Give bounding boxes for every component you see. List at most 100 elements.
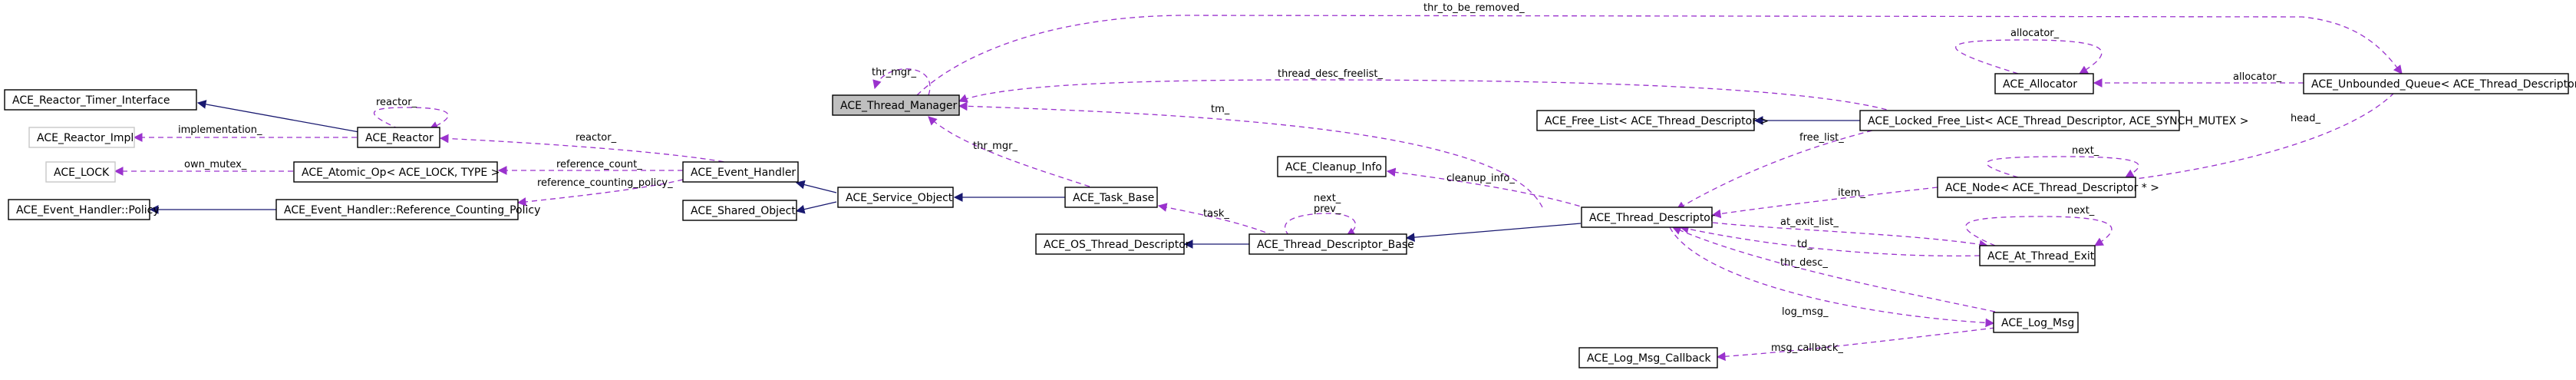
- svg-text:ACE_Locked_Free_List< ACE_Thre: ACE_Locked_Free_List< ACE_Thread_Descrip…: [1868, 115, 2248, 127]
- node-reference-counting-policy[interactable]: ACE_Event_Handler::Reference_Counting_Po…: [275, 199, 540, 220]
- node-thread-descriptor[interactable]: ACE_Thread_Descriptor: [1581, 207, 1715, 228]
- edge-label: next_: [1314, 193, 1341, 204]
- edge-thr-mgr-self: thr_mgr_: [872, 67, 931, 96]
- svg-text:ACE_Log_Msg: ACE_Log_Msg: [2001, 317, 2074, 329]
- svg-text:ACE_OS_Thread_Descriptor: ACE_OS_Thread_Descriptor: [1044, 239, 1190, 251]
- node-atomic-op[interactable]: ACE_Atomic_Op< ACE_LOCK, TYPE >: [293, 161, 500, 183]
- edge-label: reference_count_: [556, 159, 642, 170]
- node-unbounded-queue[interactable]: ACE_Unbounded_Queue< ACE_Thread_Descript…: [2303, 73, 2576, 94]
- svg-text:ACE_Event_Handler: ACE_Event_Handler: [691, 167, 796, 179]
- edge-next-exit: next_: [1965, 205, 2113, 246]
- edge-label: implementation_: [178, 124, 262, 136]
- svg-text:ACE_Atomic_Op< ACE_LOCK, TYPE: ACE_Atomic_Op< ACE_LOCK, TYPE >: [302, 167, 500, 179]
- edge-label: reactor_: [576, 132, 617, 144]
- svg-text:ACE_Reactor: ACE_Reactor: [365, 132, 434, 144]
- node-allocator[interactable]: ACE_Allocator: [1994, 73, 2094, 94]
- svg-text:ACE_Thread_Manager: ACE_Thread_Manager: [840, 100, 958, 112]
- edge-label: next_: [2067, 205, 2095, 216]
- edge-label: allocator_: [2010, 28, 2060, 39]
- svg-text:ACE_Service_Object: ACE_Service_Object: [846, 192, 953, 204]
- svg-text:ACE_Thread_Descriptor_Base: ACE_Thread_Descriptor_Base: [1257, 239, 1414, 251]
- edge-own-mutex: own_mutex_: [114, 159, 293, 176]
- svg-text:ACE_LOCK: ACE_LOCK: [54, 167, 110, 179]
- edge-thread-descriptor-to-base: [1405, 223, 1582, 242]
- edge-label: thr_to_be_removed_: [1423, 2, 1525, 14]
- node-thread-descriptor-base[interactable]: ACE_Thread_Descriptor_Base: [1248, 233, 1414, 255]
- node-event-handler-policy[interactable]: ACE_Event_Handler::Policy: [8, 199, 160, 220]
- node-ace-node[interactable]: ACE_Node< ACE_Thread_Descriptor * >: [1937, 177, 2159, 198]
- edge-event-handler-to-service-object: [795, 180, 837, 193]
- edge-label: free_list_: [1799, 132, 1844, 144]
- node-free-list[interactable]: ACE_Free_List< ACE_Thread_Descriptor >: [1536, 110, 1769, 131]
- edge-reactor-eh: reactor_: [439, 132, 734, 164]
- node-service-object[interactable]: ACE_Service_Object: [837, 187, 954, 208]
- node-at-thread-exit[interactable]: ACE_At_Thread_Exit: [1979, 245, 2096, 266]
- edge-next-prev: next_ prev_: [1284, 193, 1357, 236]
- edge-label: prev_: [1314, 203, 1341, 215]
- edge-reference-counting-policy: reference_counting_policy_: [516, 177, 684, 207]
- edge-label: thr_mgr_: [973, 140, 1018, 152]
- edge-label: task_: [1203, 208, 1229, 220]
- edge-label: at_exit_list_: [1780, 216, 1839, 228]
- edge-allocator-self: allocator_: [1955, 28, 2103, 74]
- edge-next-node: next_: [1986, 145, 2139, 178]
- svg-text:ACE_Reactor_Impl: ACE_Reactor_Impl: [37, 132, 134, 144]
- svg-text:ACE_Log_Msg_Callback: ACE_Log_Msg_Callback: [1587, 352, 1712, 365]
- edge-thr-desc: thr_desc_: [1671, 226, 1996, 312]
- edge-free-list: free_list_: [1675, 130, 1873, 210]
- edge-thr-to-be-removed: thr_to_be_removed_: [916, 2, 2403, 96]
- svg-text:ACE_Node< ACE_Thread_Descripto: ACE_Node< ACE_Thread_Descriptor * >: [1945, 182, 2159, 194]
- edge-label: log_msg_: [1782, 306, 1829, 318]
- node-log-msg[interactable]: ACE_Log_Msg: [1993, 312, 2079, 333]
- svg-text:ACE_Event_Handler::Reference_C: ACE_Event_Handler::Reference_Counting_Po…: [284, 204, 540, 216]
- svg-text:ACE_Reactor_Timer_Interface: ACE_Reactor_Timer_Interface: [12, 94, 170, 107]
- edge-tm: tm_: [958, 101, 1543, 208]
- edge-implementation: implementation_: [133, 124, 357, 142]
- edge-reference-count: reference_count_: [497, 159, 683, 175]
- svg-text:ACE_Thread_Descriptor: ACE_Thread_Descriptor: [1589, 212, 1715, 224]
- edge-td: td_: [1679, 224, 1981, 256]
- edge-label: next_: [2072, 145, 2099, 157]
- edge-label: reference_counting_policy_: [537, 177, 673, 189]
- svg-text:ACE_At_Thread_Exit: ACE_At_Thread_Exit: [1987, 250, 2095, 263]
- edge-label: tm_: [1211, 104, 1230, 115]
- edge-label: reactor_: [376, 97, 417, 108]
- edge-thr-mgr-task: thr_mgr_: [928, 116, 1090, 187]
- edge-item: item_: [1711, 187, 1938, 219]
- node-thread-manager[interactable]: ACE_Thread_Manager: [832, 94, 960, 116]
- node-ace-lock[interactable]: ACE_LOCK: [45, 161, 116, 183]
- svg-text:ACE_Task_Base: ACE_Task_Base: [1073, 192, 1154, 204]
- edge-at-exit-list: at_exit_list_: [1712, 216, 1989, 249]
- node-reactor-timer-interface[interactable]: ACE_Reactor_Timer_Interface: [4, 89, 197, 111]
- edge-label: msg_callback_: [1771, 342, 1843, 354]
- node-cleanup-info[interactable]: ACE_Cleanup_Info: [1277, 156, 1387, 177]
- edge-reactor-self: reactor_: [374, 97, 449, 131]
- edge-label: item_: [1838, 187, 1865, 199]
- svg-text:ACE_Free_List< ACE_Thread_Desc: ACE_Free_List< ACE_Thread_Descriptor >: [1545, 115, 1769, 127]
- edge-label: thr_desc_: [1780, 257, 1828, 269]
- node-log-msg-callback[interactable]: ACE_Log_Msg_Callback: [1578, 347, 1718, 368]
- edge-label: own_mutex_: [184, 159, 247, 170]
- edge-reactor-to-timer-interface: [196, 100, 360, 133]
- node-event-handler[interactable]: ACE_Event_Handler: [682, 161, 799, 183]
- edge-label: head_: [2291, 113, 2320, 124]
- node-os-thread-descriptor[interactable]: ACE_OS_Thread_Descriptor: [1035, 233, 1190, 255]
- svg-text:ACE_Unbounded_Queue< ACE_Threa: ACE_Unbounded_Queue< ACE_Thread_Descript…: [2311, 78, 2576, 91]
- edge-label: thread_desc_freelist_: [1278, 68, 1384, 80]
- node-task-base[interactable]: ACE_Task_Base: [1064, 187, 1158, 208]
- node-shared-object[interactable]: ACE_Shared_Object: [682, 200, 797, 221]
- edge-label: thr_mgr_: [872, 67, 916, 78]
- edge-head: head_: [2070, 92, 2395, 190]
- edge-shared-object-to-service-object: [795, 201, 837, 214]
- svg-text:ACE_Allocator: ACE_Allocator: [2003, 78, 2077, 91]
- edge-log-msg: log_msg_: [1669, 226, 1995, 328]
- node-locked-free-list[interactable]: ACE_Locked_Free_List< ACE_Thread_Descrip…: [1859, 110, 2248, 131]
- edge-label: cleanup_info_: [1446, 173, 1515, 184]
- svg-text:ACE_Cleanup_Info: ACE_Cleanup_Info: [1285, 161, 1382, 173]
- edge-msg-callback: msg_callback_: [1716, 327, 1996, 362]
- edge-task: task_: [1157, 203, 1275, 236]
- node-reactor-impl[interactable]: ACE_Reactor_Impl: [28, 127, 135, 148]
- edge-thread-desc-freelist: thread_desc_freelist_: [958, 68, 1896, 113]
- node-reactor[interactable]: ACE_Reactor: [357, 127, 440, 148]
